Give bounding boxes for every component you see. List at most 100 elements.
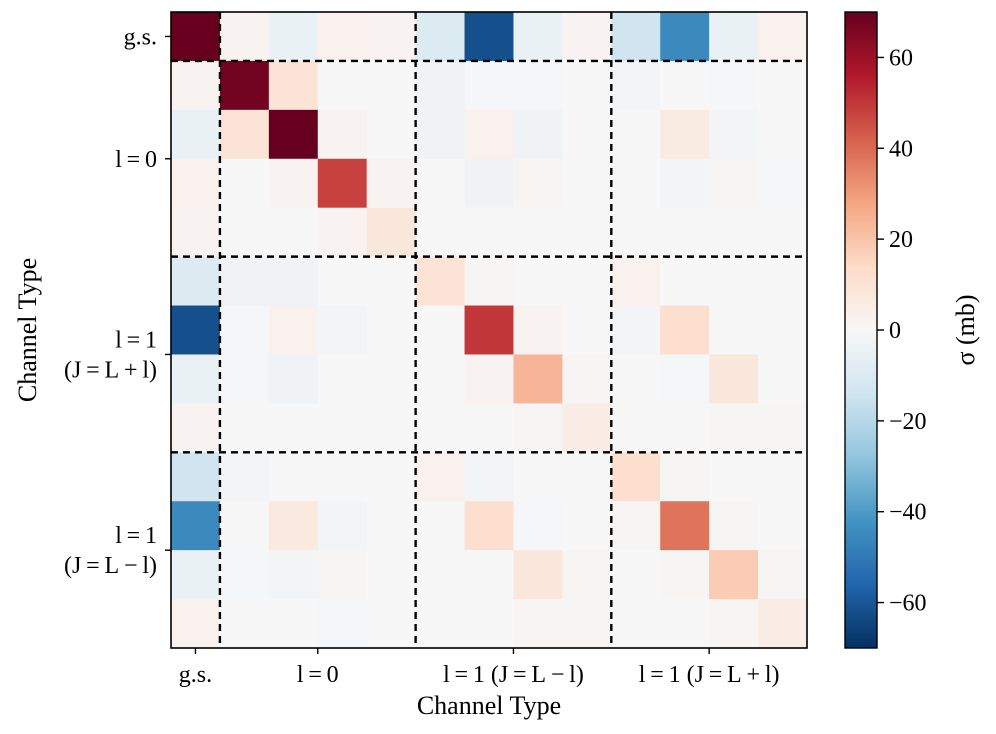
- heatmap-cell-r5-c6: [464, 256, 515, 307]
- heatmap-cell-r12-c10: [660, 599, 710, 649]
- heatmap-cell-r3-c11: [709, 158, 759, 209]
- heatmap-cell-r4-c5: [415, 207, 466, 258]
- heatmap-cell-r5-c1: [219, 256, 270, 307]
- heatmap-cell-r11-c1: [219, 550, 270, 600]
- heatmap-cell-r3-c3: [317, 158, 368, 209]
- heatmap-cell-r1-c3: [317, 60, 368, 111]
- heatmap-cell-r3-c2: [268, 158, 319, 209]
- heatmap-cell-r6-c2: [268, 305, 319, 356]
- heatmap-cell-r11-c2: [268, 550, 319, 600]
- heatmap-cell-r9-c0: [171, 452, 221, 502]
- colorbar-tick-label-3: 0: [889, 318, 901, 344]
- heatmap-cell-r10-c7: [513, 501, 563, 551]
- colorbar-tick-label-4: −20: [889, 409, 927, 435]
- heatmap-cell-r2-c7: [513, 109, 563, 160]
- heatmap-cell-r1-c7: [513, 60, 563, 111]
- x-tick-label-3: l = 1 (J = L + l): [639, 662, 780, 688]
- heatmap-cell-r2-c8: [562, 109, 612, 160]
- heatmap-cell-r9-c8: [562, 452, 612, 502]
- heatmap-cell-r4-c0: [171, 207, 221, 258]
- heatmap-cell-r0-c10: [660, 12, 710, 62]
- heatmap-cell-r6-c9: [611, 305, 661, 356]
- x-axis-title: Channel Type: [417, 691, 561, 720]
- heatmap-cell-r8-c1: [219, 403, 270, 453]
- heatmap-cell-r10-c10: [660, 501, 710, 551]
- heatmap-cell-r3-c6: [464, 158, 515, 209]
- heatmap-cell-r11-c3: [317, 550, 368, 600]
- heatmap-cell-r9-c6: [464, 452, 515, 502]
- heatmap-cell-r7-c8: [562, 354, 612, 404]
- heatmap-cell-r8-c7: [513, 403, 563, 453]
- heatmap-cell-r0-c11: [709, 12, 759, 62]
- heatmap-cell-r12-c3: [317, 599, 368, 649]
- colorbar: [844, 11, 878, 649]
- heatmap-cell-r4-c9: [611, 207, 661, 258]
- x-tick-label-1: l = 0: [297, 662, 339, 688]
- heatmap-cell-r5-c4: [366, 256, 417, 307]
- heatmap-cell-r2-c2: [268, 109, 319, 160]
- heatmap-cell-r7-c0: [171, 354, 221, 404]
- heatmap-cell-r8-c2: [268, 403, 319, 453]
- heatmap-cell-r1-c1: [219, 60, 270, 111]
- heatmap-cell-r3-c4: [366, 158, 417, 209]
- heatmap-cell-r10-c9: [611, 501, 661, 551]
- heatmap-cell-r10-c8: [562, 501, 612, 551]
- heatmap-cell-r8-c9: [611, 403, 661, 453]
- heatmap-cell-r9-c2: [268, 452, 319, 502]
- heatmap-cell-r12-c8: [562, 599, 612, 649]
- colorbar-tick-label-0: 60: [889, 45, 913, 71]
- y-tick-label-2-line-1: (J = L + l): [64, 357, 157, 383]
- group-divider-lines: [171, 12, 807, 648]
- heatmap-cell-r12-c12: [758, 599, 808, 649]
- colorbar-tick-label-2: 20: [889, 227, 913, 253]
- heatmap-cell-r10-c4: [366, 501, 417, 551]
- heatmap-cell-r0-c8: [562, 12, 612, 62]
- heatmap-cell-r11-c0: [171, 550, 221, 600]
- heatmap-cell-r4-c11: [709, 207, 759, 258]
- heatmap-cell-r2-c12: [758, 109, 808, 160]
- heatmap-cell-r7-c5: [415, 354, 466, 404]
- y-axis-title: Channel Type: [13, 258, 42, 402]
- heatmap-cell-r0-c1: [219, 12, 270, 62]
- heatmap-cell-r2-c9: [611, 109, 661, 160]
- heatmap-cell-r1-c9: [611, 60, 661, 111]
- heatmap-cell-r2-c6: [464, 109, 515, 160]
- heatmap-cell-r1-c0: [171, 60, 221, 111]
- heatmap-cell-r11-c5: [415, 550, 466, 600]
- heatmap-cell-r4-c10: [660, 207, 710, 258]
- heatmap-cell-r4-c7: [513, 207, 563, 258]
- heatmap-cell-r8-c5: [415, 403, 466, 453]
- heatmap-cell-r4-c3: [317, 207, 368, 258]
- heatmap-cell-r7-c12: [758, 354, 808, 404]
- heatmap-cell-r5-c2: [268, 256, 319, 307]
- heatmap-cell-r1-c8: [562, 60, 612, 111]
- heatmap-cell-r7-c7: [513, 354, 563, 404]
- heatmap-cell-r2-c1: [219, 109, 270, 160]
- heatmap-cell-r0-c0: [171, 12, 221, 62]
- heatmap-cell-r11-c12: [758, 550, 808, 600]
- heatmap-cell-r6-c12: [758, 305, 808, 356]
- heatmap-cell-r12-c11: [709, 599, 759, 649]
- heatmap-cell-r2-c3: [317, 109, 368, 160]
- heatmap-cell-r11-c9: [611, 550, 661, 600]
- y-axis-ticks: g.s. l = 0 l = 1 (J = L + l) l = 1 (J = L − l…: [64, 24, 171, 579]
- heatmap-cell-r5-c3: [317, 256, 368, 307]
- heatmap-cell-r8-c8: [562, 403, 612, 453]
- heatmap-cell-r3-c0: [171, 158, 221, 209]
- heatmap-cell-r7-c11: [709, 354, 759, 404]
- heatmap-cell-r0-c7: [513, 12, 563, 62]
- heatmap-cell-r4-c8: [562, 207, 612, 258]
- heatmap-cell-r11-c4: [366, 550, 417, 600]
- heatmap-cell-r9-c5: [415, 452, 466, 502]
- heatmap-cell-r7-c6: [464, 354, 515, 404]
- heatmap-cell-r0-c2: [268, 12, 319, 62]
- y-tick-label-3-line-1: (J = L − l): [64, 553, 157, 579]
- heatmap-cell-r9-c7: [513, 452, 563, 502]
- heatmap-cell-r9-c12: [758, 452, 808, 502]
- heatmap-cell-r6-c8: [562, 305, 612, 356]
- heatmap-cell-r12-c4: [366, 599, 417, 649]
- heatmap-cell-r3-c12: [758, 158, 808, 209]
- x-tick-label-2: l = 1 (J = L − l): [443, 662, 584, 688]
- heatmap-cell-r5-c10: [660, 256, 710, 307]
